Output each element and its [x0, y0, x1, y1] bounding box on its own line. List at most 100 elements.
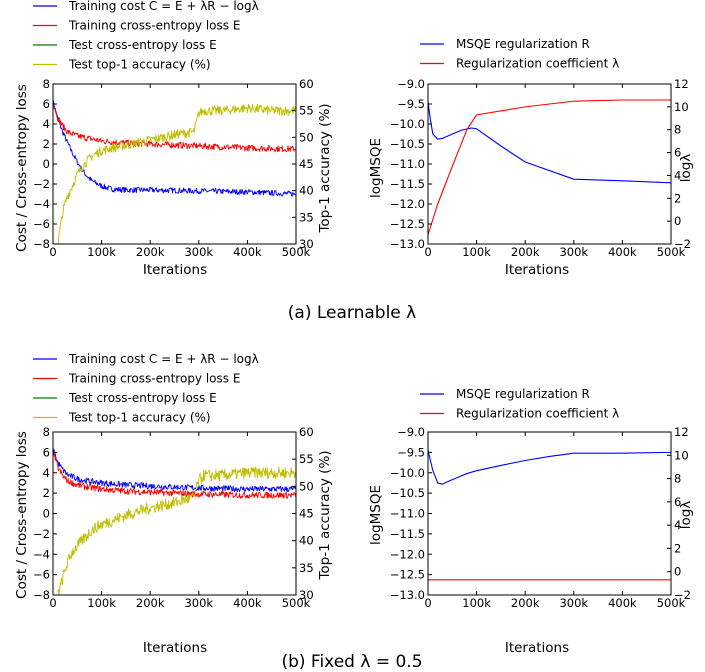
- legend-label: Training cross-entropy loss E: [68, 19, 240, 33]
- x-tick-label: 200k: [136, 245, 165, 259]
- y-tick-label: −10.0: [390, 117, 425, 131]
- legend-label: Test top-1 accuracy (%): [68, 58, 211, 72]
- ylabel-right-b-right: logλ: [678, 501, 694, 530]
- series-line-2: [57, 466, 296, 595]
- y-tick-label: −11.0: [390, 157, 425, 171]
- y-tick-label: 0: [43, 507, 50, 521]
- y-right-tick-label: 55: [299, 452, 314, 466]
- y-tick-label: −12.5: [390, 568, 425, 582]
- y-right-tick-label: 4: [674, 168, 681, 182]
- legend-label: Training cost C = E + λR − logλ: [68, 0, 259, 13]
- legend-a-left: Training cost C = E + λR − logλ Training …: [33, 0, 259, 72]
- x-tick-label: 0: [424, 245, 431, 259]
- legend-label: MSQE regularization R: [456, 387, 590, 401]
- y-right-tick-label: 50: [299, 479, 314, 493]
- x-tick-label: 500k: [282, 245, 311, 259]
- x-tick-label: 0: [424, 596, 431, 610]
- y-right-tick-label: 10: [674, 100, 689, 114]
- y-tick-label: 4: [43, 466, 50, 480]
- legend-label: Regularization coefficient λ: [456, 57, 619, 71]
- y-tick-label: −12.0: [390, 197, 425, 211]
- series-line-0: [53, 100, 296, 197]
- y-tick-label: 4: [43, 117, 50, 131]
- series-line-0: [53, 447, 296, 493]
- xlabel-a-left: Iterations: [143, 262, 207, 278]
- y-tick-label: −12.0: [390, 547, 425, 561]
- y-tick-label: 6: [43, 445, 50, 459]
- y-right-tick-label: −2: [674, 237, 691, 251]
- x-tick-label: 500k: [282, 596, 311, 610]
- series-group: [53, 447, 296, 595]
- x-tick-label: 300k: [559, 596, 588, 610]
- legend-b-left: Training cost C = E + λR − logλ Training …: [33, 352, 259, 425]
- x-tick-label: 100k: [87, 245, 116, 259]
- ylabel-a-left: Cost / Cross-entropy loss: [14, 84, 30, 252]
- legend-label: MSQE regularization R: [456, 37, 590, 51]
- y-right-tick-label: 4: [674, 518, 681, 532]
- x-tick-label: 100k: [462, 245, 491, 259]
- x-tick-label: 100k: [462, 596, 491, 610]
- y-right-tick-label: 2: [674, 191, 681, 205]
- legend-b-right: MSQE regularization R Regularization coef…: [420, 387, 619, 421]
- x-tick-label: 300k: [184, 596, 213, 610]
- y-right-tick-label: 30: [299, 237, 314, 251]
- plot-a-left: 0 100k 200k 300k 400k 500k −8 −6 −4 −2 0 2 4 6 8 30 35 40…: [33, 77, 314, 259]
- y-right-tick-label: 8: [674, 123, 681, 137]
- y-right-tick-label: −2: [674, 588, 691, 602]
- y-right-tick-label: 45: [299, 507, 314, 521]
- series-line-2: [57, 103, 296, 244]
- y-tick-label: −4: [33, 547, 50, 561]
- x-tick-label: 400k: [608, 245, 637, 259]
- y-tick-label: −8: [33, 588, 50, 602]
- series-line-0: [428, 101, 671, 184]
- axes-frame: [52, 431, 297, 596]
- legend-label: Training cost C = E + λR − logλ: [68, 352, 259, 366]
- y-tick-label: 6: [43, 97, 50, 111]
- caption-b: (b) Fixed λ = 0.5: [281, 652, 422, 672]
- y-tick-label: 0: [43, 157, 50, 171]
- y-tick-label: 2: [43, 486, 50, 500]
- ylabel-b-left: Cost / Cross-entropy loss: [14, 431, 30, 599]
- series-group: [428, 99, 671, 236]
- y-right-tick-label: 6: [674, 146, 681, 160]
- y-tick-label: −10.0: [390, 466, 425, 480]
- y-right-tick-label: 60: [299, 77, 314, 91]
- y-right-tick-label: 35: [299, 561, 314, 575]
- y-tick-label: −13.0: [390, 588, 425, 602]
- legend-label: Regularization coefficient λ: [456, 407, 619, 421]
- y-right-tick-label: 50: [299, 130, 314, 144]
- y-tick-label: −4: [33, 197, 50, 211]
- y-tick-label: −9.0: [397, 77, 425, 91]
- series-line-1: [53, 104, 296, 153]
- y-tick-label: −8: [33, 237, 50, 251]
- y-tick-label: −12.5: [390, 217, 425, 231]
- series-group: [428, 450, 671, 581]
- ylabel-right-b-left: Top-1 accuracy (%): [317, 450, 333, 580]
- plot-b-right: 0 100k 200k 300k 400k 500k −13.0 −12.5 −12.0 −11.…: [390, 425, 691, 610]
- y-tick-label: −10.5: [390, 137, 425, 151]
- y-tick-label: −2: [33, 527, 50, 541]
- caption-a: (a) Learnable λ: [288, 303, 416, 323]
- y-right-tick-label: 35: [299, 210, 314, 224]
- y-tick-label: −6: [33, 568, 50, 582]
- plot-a-right: 0 100k 200k 300k 400k 500k −13.0 −12.5 −12.0 −11.…: [390, 77, 691, 259]
- x-tick-label: 200k: [511, 596, 540, 610]
- x-tick-label: 200k: [511, 245, 540, 259]
- y-right-tick-label: 30: [299, 588, 314, 602]
- legend-label: Test cross-entropy loss E: [68, 38, 217, 52]
- y-right-tick-label: 10: [674, 448, 689, 462]
- y-right-tick-label: 12: [674, 425, 689, 439]
- xlabel-a-right: Iterations: [505, 262, 569, 278]
- ylabel-a-right: logMSQE: [368, 138, 384, 198]
- x-tick-label: 300k: [559, 245, 588, 259]
- y-tick-label: −10.5: [390, 486, 425, 500]
- y-right-tick-label: 12: [674, 77, 689, 91]
- x-tick-label: 300k: [184, 245, 213, 259]
- x-tick-label: 100k: [87, 596, 116, 610]
- y-tick-label: −9.0: [397, 425, 425, 439]
- y-right-tick-label: 2: [674, 541, 681, 555]
- x-tick-label: 0: [49, 245, 56, 259]
- y-right-tick-label: 55: [299, 104, 314, 118]
- x-tick-label: 400k: [233, 245, 262, 259]
